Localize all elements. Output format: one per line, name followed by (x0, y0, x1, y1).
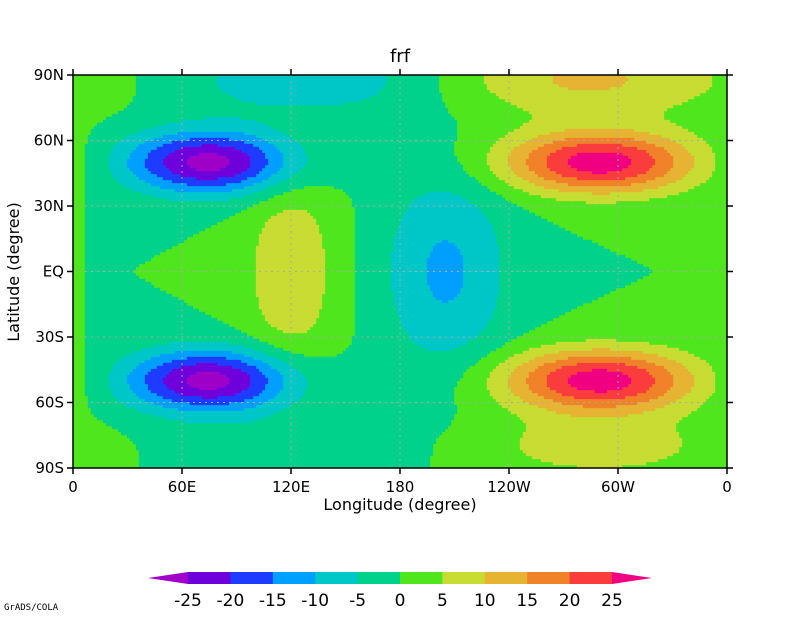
y-tick-label: 60N (34, 132, 64, 150)
chart-title: frf (390, 46, 411, 67)
x-tick-label: 0 (68, 478, 78, 496)
colorbar-swatch (569, 572, 613, 584)
x-tick-label: 120W (487, 478, 531, 496)
colorbar-swatch (272, 572, 316, 584)
colorbar-swatch (315, 572, 359, 584)
colorbar-label: 10 (474, 591, 496, 611)
x-tick-label: 180 (386, 478, 415, 496)
colorbar: -25 -20 -15 -10 -5 0 5 10 15 20 25 (148, 572, 652, 611)
colorbar-swatch (230, 572, 274, 584)
colorbar-label: 25 (601, 591, 623, 611)
contour-band (162, 143, 251, 400)
colorbar-swatch (484, 572, 528, 584)
colorbar-label: 5 (437, 591, 448, 611)
contour-band (186, 152, 230, 391)
colorbar-label: -25 (174, 591, 202, 611)
colorbar-label: -20 (217, 591, 245, 611)
colorbar-label: 0 (395, 591, 406, 611)
x-tick-label: 60E (168, 478, 197, 496)
plot-area (72, 74, 728, 469)
colorbar-swatch (442, 572, 486, 584)
colorbar-label: -5 (349, 591, 366, 611)
colorbar-label: -15 (259, 591, 287, 611)
y-tick-label: 90N (34, 66, 64, 84)
colorbar-swatch (357, 572, 401, 584)
x-axis-ticks: 0 60E 120E 180 120W 60W 0 (68, 69, 732, 496)
y-tick-label: EQ (43, 263, 64, 281)
colorbar-tip-low (148, 572, 188, 584)
y-axis-ticks: 90N 60N 30N EQ 30S 60S 90S (34, 66, 733, 477)
y-tick-label: 30N (34, 197, 64, 215)
colorbar-label: -10 (301, 591, 329, 611)
y-tick-label: 90S (35, 459, 64, 477)
contour-band (546, 143, 656, 400)
x-tick-label: 120E (272, 478, 310, 496)
gridlines (73, 75, 727, 468)
contour-band (567, 152, 632, 394)
colorbar-swatch (188, 572, 231, 584)
colorbar-label: 20 (559, 591, 581, 611)
colorbar-swatch (527, 572, 571, 584)
colorbar-swatch (400, 572, 443, 584)
y-axis-label: Latitude (degree) (4, 202, 23, 342)
footer-credit: GrADS/COLA (4, 603, 59, 613)
colorbar-label: 15 (516, 591, 538, 611)
y-tick-label: 60S (35, 394, 64, 412)
x-tick-label: 60W (601, 478, 635, 496)
colorbar-tip-high (612, 572, 652, 584)
x-tick-label: 0 (722, 478, 732, 496)
y-tick-label: 30S (35, 328, 64, 346)
x-axis-label: Longitude (degree) (323, 495, 476, 514)
